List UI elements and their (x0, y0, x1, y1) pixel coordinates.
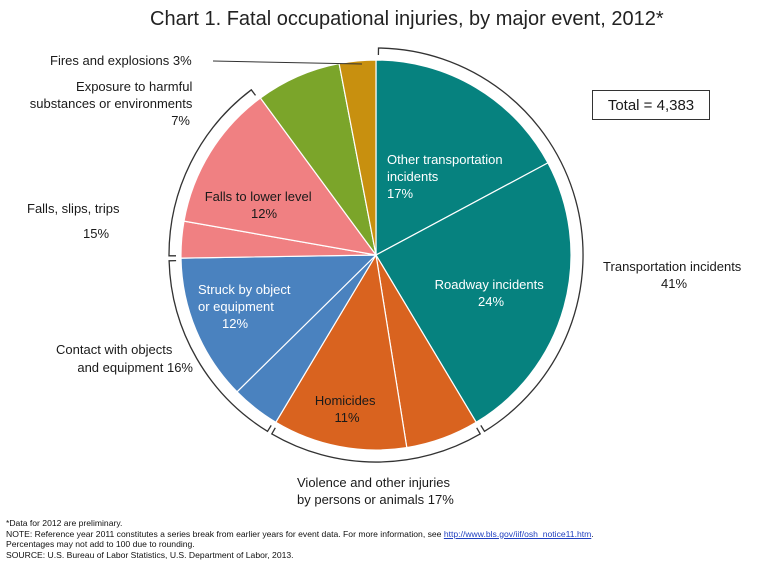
fires-leader-line (212, 60, 363, 65)
label-struck-line2: or equipment (198, 299, 274, 314)
pie-slice-other-transport (375, 59, 549, 257)
group-brackets (168, 47, 584, 463)
pie-slice-homicides (274, 253, 408, 451)
label-struck-line1: Struck by object (198, 282, 291, 297)
footnote-preliminary: *Data for 2012 are preliminary. (6, 518, 123, 528)
bracket-contact (168, 259, 272, 433)
bracket-falls (168, 88, 257, 257)
label-violence-line1: Violence and other injuries (297, 475, 450, 490)
label-roadway-line1: Roadway incidents (435, 277, 545, 292)
footnote-source: SOURCE: U.S. Bureau of Labor Statistics,… (6, 549, 294, 560)
label-falls-line1: Falls, slips, trips (27, 201, 120, 216)
label-fires-text: Fires and explosions 3% (50, 53, 192, 68)
label-other-transport-line1: Other transportation (387, 152, 503, 167)
label-falls-pct: 15% (83, 226, 109, 241)
label-violence-line2: by persons or animals 17% (297, 492, 454, 507)
label-struck-pct: 12% (222, 316, 248, 331)
footnote-note-text: NOTE: Reference year 2011 constitutes a … (6, 528, 444, 539)
total-box: Total = 4,383 (592, 90, 710, 120)
label-exposure-pct: 7% (171, 113, 190, 128)
label-falls-lower-pct: 12% (251, 206, 277, 221)
footnote-note: NOTE: Reference year 2011 constitutes a … (6, 529, 766, 540)
label-roadway-pct: 24% (478, 294, 504, 309)
footnote-link[interactable]: http://www.bls.gov/iif/osh_notice11.htm (443, 528, 592, 539)
footnote-rounding: Percentages may not add to 100 due to ro… (6, 539, 195, 549)
label-contact-line1: Contact with objects (56, 342, 173, 357)
label-violence: Violence and other injuries by persons o… (297, 475, 454, 507)
label-homicides: Homicides 11% (315, 393, 379, 425)
label-transport: Transportation incidents 41% (603, 259, 745, 291)
bracket-transport (377, 47, 584, 433)
label-homicides-line1: Homicides (315, 393, 376, 408)
pie-slice-roadway (375, 162, 572, 424)
pie-slice-struck (180, 254, 378, 393)
label-other-transport: Other transportation incidents 17% (387, 152, 506, 201)
pie-chart: Other transportation incidents 17% Roadw… (27, 47, 745, 507)
footnote-note-end: . (591, 528, 594, 539)
label-struck: Struck by object or equipment 12% (198, 282, 294, 331)
pie-slices (180, 59, 572, 451)
label-falls: Falls, slips, trips 15% (27, 201, 123, 241)
label-transport-pct: 41% (661, 276, 687, 291)
label-roadway: Roadway incidents 24% (435, 277, 548, 309)
chart-title: Chart 1. Fatal occupational injuries, by… (150, 8, 664, 30)
label-exposure-line2: substances or environments (30, 96, 193, 111)
footnotes: *Data for 2012 are preliminary. NOTE: Re… (6, 518, 766, 560)
label-falls-lower: Falls to lower level 12% (205, 189, 316, 221)
label-fires: Fires and explosions 3% (50, 53, 192, 68)
label-exposure-line1: Exposure to harmful (76, 79, 192, 94)
label-contact-line2: and equipment 16% (77, 360, 193, 375)
label-falls-lower-line1: Falls to lower level (205, 189, 312, 204)
bracket-violence (270, 427, 482, 463)
label-other-transport-line2: incidents (387, 169, 439, 184)
label-other-transport-pct: 17% (387, 186, 413, 201)
label-contact: Contact with objects and equipment 16% (56, 342, 193, 375)
label-homicides-pct: 11% (334, 410, 359, 425)
pie-slice-falls-lower (183, 97, 378, 256)
label-transport-line1: Transportation incidents (603, 259, 742, 274)
label-exposure: Exposure to harmful substances or enviro… (30, 79, 196, 128)
